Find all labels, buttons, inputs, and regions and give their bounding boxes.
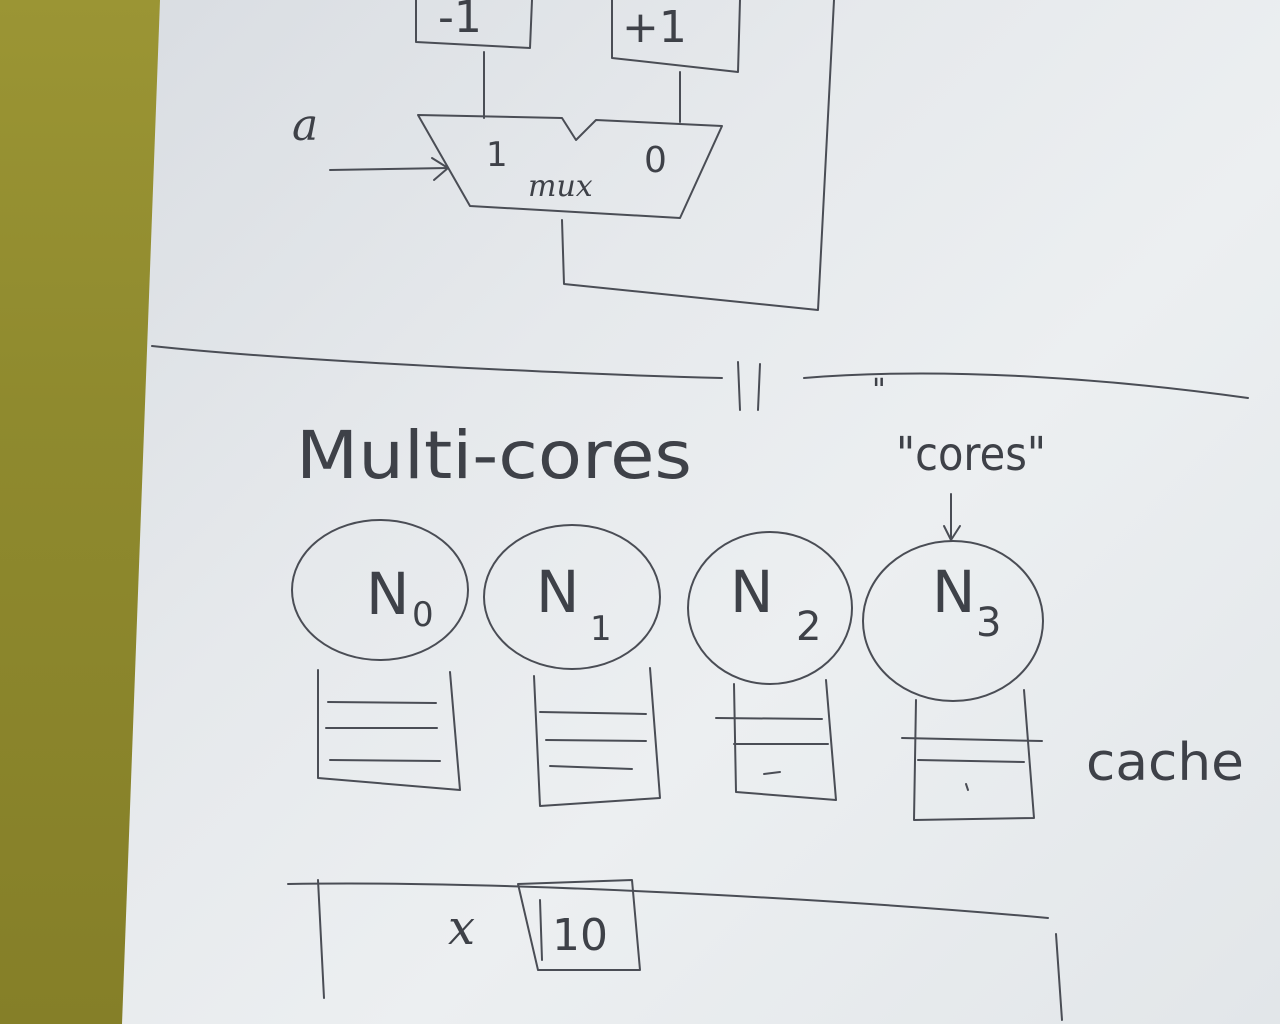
svg-text:2: 2: [796, 604, 821, 650]
core-label-2: N 2: [730, 558, 821, 650]
decrement-box: [415, 0, 533, 49]
svg-text:N: N: [366, 560, 409, 628]
mux-port-0: 0: [644, 140, 667, 181]
svg-text:N: N: [730, 558, 773, 626]
cores-annotation-arrowhead: [943, 525, 961, 541]
mux-label: mux: [528, 169, 593, 204]
separator-left: [151, 345, 723, 379]
memory-value-box-divider: [539, 899, 543, 961]
mux-select-arrow: [329, 167, 449, 171]
core-circle-2: [687, 531, 853, 685]
svg-text:N: N: [536, 558, 579, 626]
multicore-title: Multi-cores: [296, 417, 692, 494]
mux-shape: [417, 114, 723, 219]
memory-top-edge: [287, 882, 1049, 919]
core-circle-1: [483, 524, 661, 670]
svg-text:0: 0: [412, 595, 434, 635]
mux-port-1: 1: [486, 135, 508, 175]
cache-0: [317, 669, 461, 791]
separator-right: [803, 372, 1249, 399]
top-circuit: [329, 0, 835, 311]
core-label-0: N 0: [366, 560, 434, 635]
memory-value: 10: [552, 910, 608, 961]
core-circle-3: [862, 540, 1044, 702]
cache-1: [533, 667, 661, 807]
feedback-wire: [561, 0, 835, 311]
memory-right-edge: [1055, 933, 1063, 1021]
svg-text:1: 1: [590, 609, 612, 649]
svg-text:N: N: [932, 558, 975, 626]
cache-label: cache: [1086, 733, 1244, 793]
mux-input-label: a: [292, 100, 318, 151]
increment-label: +1: [622, 2, 687, 53]
cores-annotation: "cores": [896, 427, 1046, 481]
core-label-3: N 3: [932, 558, 1001, 646]
core-circle-0: [291, 519, 469, 661]
cache-2: [715, 679, 837, 801]
increment-box: [611, 0, 741, 73]
svg-text:3: 3: [976, 600, 1001, 646]
equal-mark-1: [737, 361, 741, 411]
cache-3: [901, 689, 1043, 821]
memory-left-edge: [317, 879, 325, 999]
core-label-1: N 1: [536, 558, 612, 649]
mux-select-arrowhead: [431, 157, 449, 181]
memory-value-box: [517, 879, 641, 971]
decrement-label: -1: [438, 0, 482, 43]
separator-quote: ": [872, 373, 886, 408]
equal-mark-2: [757, 363, 761, 411]
memory-var-name: x: [448, 900, 475, 956]
